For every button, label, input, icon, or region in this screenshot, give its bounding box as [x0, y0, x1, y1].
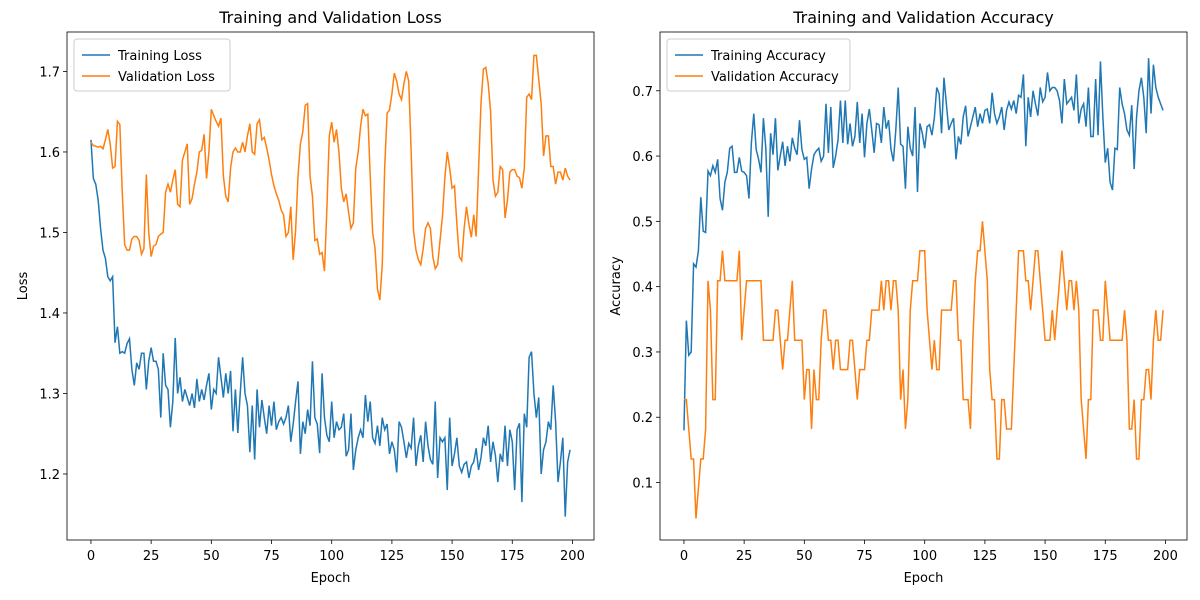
x-tick-label: 25: [736, 549, 753, 564]
legend-label: Training Loss: [117, 49, 202, 64]
x-tick-label: 75: [263, 549, 280, 564]
series-line: [90, 139, 571, 517]
y-tick-label: 0.7: [632, 85, 653, 100]
y-tick-label: 1.4: [39, 307, 60, 322]
x-tick-label: 200: [1153, 549, 1178, 564]
y-tick-label: 1.6: [39, 146, 60, 161]
x-tick-label: 150: [1033, 549, 1058, 564]
y-tick-label: 0.4: [632, 281, 653, 296]
x-tick-label: 75: [856, 549, 873, 564]
x-tick-label: 50: [796, 549, 813, 564]
x-tick-label: 150: [440, 549, 465, 564]
x-tick-label: 200: [560, 549, 585, 564]
y-tick-label: 0.3: [632, 346, 653, 361]
series-line: [683, 221, 1164, 519]
x-tick-label: 100: [319, 549, 344, 564]
x-tick-label: 125: [379, 549, 404, 564]
y-tick-label: 1.3: [39, 387, 60, 402]
legend-box: [73, 38, 231, 92]
x-axis-label: Epoch: [311, 571, 351, 586]
x-tick-label: 0: [680, 549, 688, 564]
y-axis-label: Accuracy: [609, 256, 624, 316]
x-tick-label: 50: [203, 549, 220, 564]
legend-label: Validation Accuracy: [711, 70, 839, 85]
y-tick-label: 1.7: [39, 65, 60, 80]
y-tick-label: 0.2: [632, 411, 653, 426]
x-tick-label: 175: [1093, 549, 1118, 564]
x-tick-label: 25: [143, 549, 160, 564]
x-tick-label: 100: [912, 549, 937, 564]
y-tick-label: 1.2: [39, 468, 60, 483]
chart-title: Training and Validation Loss: [218, 8, 442, 27]
series-line: [683, 58, 1164, 431]
legend: Training Accuracy Validation Accuracy: [666, 38, 851, 92]
x-tick-label: 125: [972, 549, 997, 564]
y-axis-label: Loss: [16, 272, 31, 301]
x-axis-label: Epoch: [904, 571, 944, 586]
plot-frame: [659, 31, 1188, 541]
y-tick-label: 0.1: [632, 477, 653, 492]
x-tick-label: 0: [87, 549, 95, 564]
y-tick-label: 0.5: [632, 215, 653, 230]
chart-title: Training and Validation Accuracy: [792, 8, 1054, 27]
legend-box: [666, 38, 851, 92]
series-line: [90, 54, 571, 301]
y-tick-label: 0.6: [632, 150, 653, 165]
x-tick-label: 175: [500, 549, 525, 564]
y-tick-label: 1.5: [39, 226, 60, 241]
legend-label: Training Accuracy: [710, 49, 826, 64]
plot-frame: [66, 31, 595, 541]
legend: Training Loss Validation Loss: [73, 38, 231, 92]
legend-label: Validation Loss: [118, 70, 215, 85]
